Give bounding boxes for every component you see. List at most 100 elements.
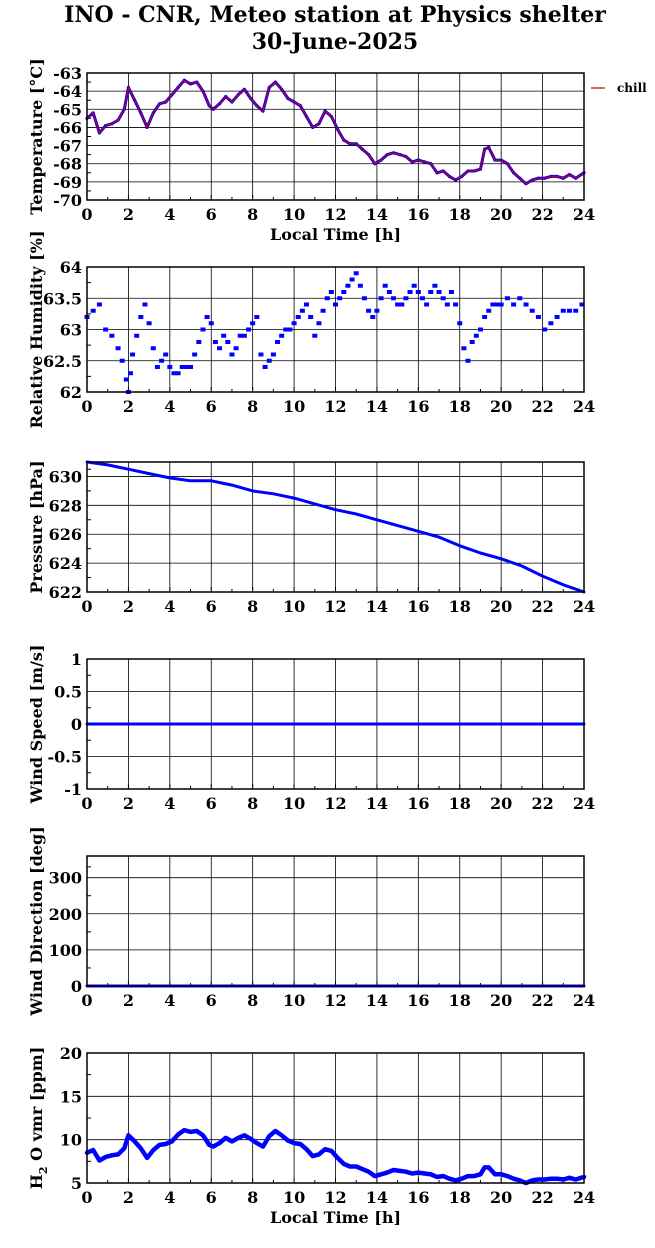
y-tick-label: 626 [49,525,82,544]
data-point [183,365,189,369]
x-tick-label: 22 [531,205,553,224]
x-tick-label: 22 [531,597,553,616]
data-point [179,365,185,369]
data-point [90,308,96,313]
data-point [382,283,388,288]
x-tick-label: 16 [407,397,429,416]
x-tick-label: 8 [247,794,258,813]
x-tick-label: 6 [206,1188,217,1207]
data-point [328,290,334,294]
data-point [457,321,463,326]
y-tick-label: 64 [60,258,82,277]
x-tick-label: 2 [123,205,134,224]
x-tick-label: 14 [366,991,388,1010]
x-tick-label: 20 [490,1188,512,1207]
chart-title-line1: INO - CNR, Meteo station at Physics shel… [64,2,606,28]
x-tick-label: 0 [81,597,92,616]
y-tick-label: 5 [71,1174,82,1193]
x-tick-label: 12 [324,991,346,1010]
y-tick-label: -63 [53,64,82,83]
y-tick-label: 630 [49,467,82,486]
data-point [229,352,235,357]
x-tick-label: 2 [123,597,134,616]
data-point [386,290,392,294]
data-point [154,365,160,369]
x-tick-label: 12 [324,597,346,616]
x-tick-label: 22 [531,991,553,1010]
data-point [204,315,210,319]
data-point [167,365,173,369]
data-point [573,308,579,313]
x-tick-label: 24 [573,1188,595,1207]
plot-frame [86,461,585,593]
x-tick-label: 2 [123,397,134,416]
x-tick-label: 6 [206,794,217,813]
x-tick-label: 4 [164,397,175,416]
data-point [150,346,156,351]
y-tick-label: 15 [60,1087,82,1106]
plot-frame [86,266,585,393]
x-tick-label: 12 [324,205,346,224]
x-tick-label: 10 [283,205,305,224]
data-point [378,296,384,301]
y-tick-label: 100 [49,941,82,960]
x-tick-label: 0 [81,794,92,813]
data-point [517,296,523,301]
x-tick-label: 22 [531,1188,553,1207]
data-point [270,352,276,357]
x-tick-label: 18 [449,597,471,616]
x-tick-label: 8 [247,1188,258,1207]
data-point [208,321,214,326]
x-tick-label: 12 [324,794,346,813]
plot-frame [86,1052,585,1184]
x-tick-label: 12 [324,1188,346,1207]
data-point [357,283,363,288]
data-point [448,290,454,294]
x-tick-label: 14 [366,794,388,813]
data-point [444,302,450,307]
x-tick-label: 0 [81,397,92,416]
data-point [465,358,471,363]
data-point [250,321,256,326]
data-point [138,315,144,319]
x-tick-label: 8 [247,205,258,224]
data-point [424,302,430,307]
data-point [217,346,223,351]
x-tick-label: 10 [283,397,305,416]
data-point [436,290,442,294]
data-point [403,296,409,301]
data-point [349,277,355,282]
data-point [295,315,301,319]
y-tick-label: 0.5 [54,683,82,702]
x-tick-label: 4 [164,1188,175,1207]
y-tick-label: -65 [53,100,82,119]
data-point [473,333,479,338]
y-tick-label: 200 [49,905,82,924]
plot-frame [86,658,585,790]
data-point [407,290,413,294]
y-tick-label: -69 [53,173,82,192]
x-tick-label: 24 [573,991,595,1010]
data-point [316,321,322,326]
y-tick-label: -66 [53,118,82,137]
x-tick-label: 0 [81,991,92,1010]
data-point [411,283,417,288]
data-point [337,296,343,301]
y-axis-label: Temperature [°C] [27,58,46,214]
x-tick-label: 24 [573,205,595,224]
data-point [188,365,194,369]
y-tick-label: 63 [60,321,82,340]
data-point [225,340,231,344]
x-tick-label: 20 [490,397,512,416]
data-point [246,327,252,332]
data-point [103,327,109,332]
data-point [353,271,359,276]
x-tick-label: 18 [449,397,471,416]
data-point [461,346,467,351]
data-point [241,333,247,338]
x-tick-label: 10 [283,991,305,1010]
data-point [440,296,446,301]
x-tick-label: 20 [490,597,512,616]
data-point [428,290,434,294]
